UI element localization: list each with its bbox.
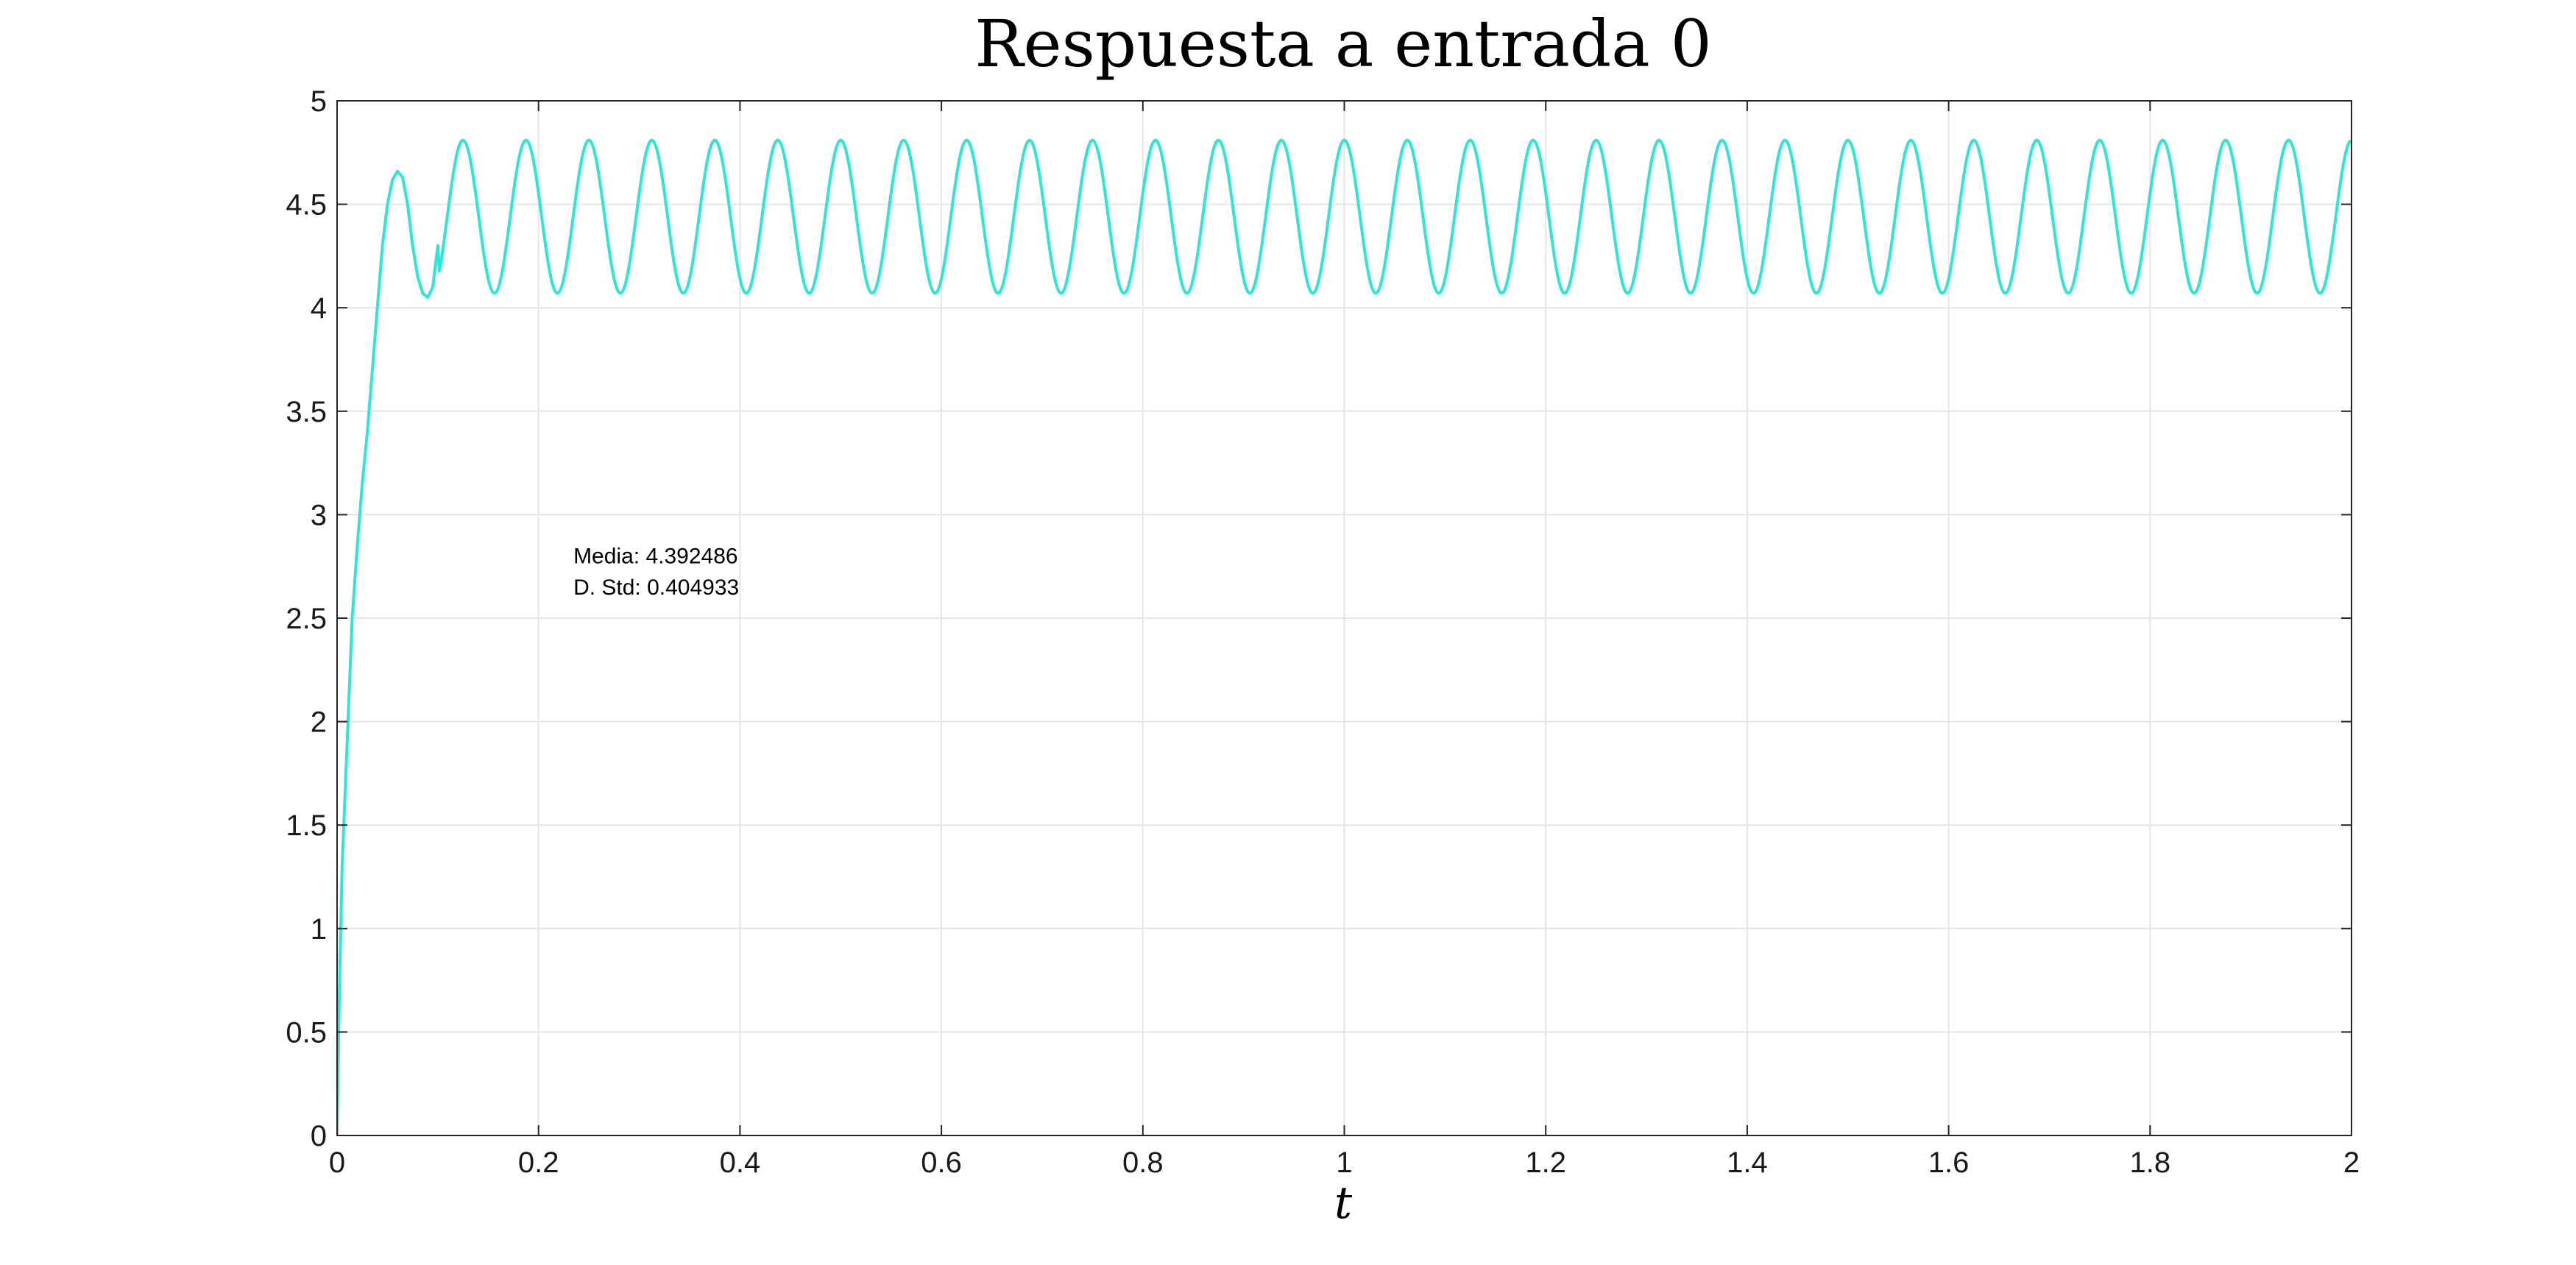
- y-tick-label: 1.5: [286, 809, 327, 842]
- x-tick-label: 0.4: [720, 1147, 761, 1179]
- y-tick-label: 1: [311, 913, 327, 946]
- y-tick-label: 2.5: [286, 603, 327, 635]
- y-tick-label: 2: [311, 706, 327, 739]
- grid: [337, 101, 2352, 1135]
- x-tick-label: 0.2: [518, 1147, 559, 1179]
- y-tick-label: 5: [311, 85, 327, 118]
- x-tick-label: 1.2: [1525, 1147, 1566, 1179]
- x-tick-label: 2: [2343, 1147, 2360, 1179]
- x-tick-label: 1.8: [2129, 1147, 2170, 1179]
- y-tick-label: 0.5: [286, 1016, 327, 1049]
- x-tick-label: 0.6: [921, 1147, 962, 1179]
- stats-annotation: Media: 4.392486: [573, 545, 738, 569]
- x-tick-label: 1.4: [1727, 1147, 1768, 1179]
- y-tick-label: 3: [311, 499, 327, 531]
- chart-title: Respuesta a entrada 0: [974, 6, 1711, 82]
- x-tick-label: 1: [1336, 1147, 1352, 1179]
- y-tick-label: 0: [311, 1120, 327, 1152]
- stats-annotation: D. Std: 0.404933: [573, 575, 739, 600]
- y-tick-label: 4.5: [286, 189, 327, 222]
- x-tick-label: 1.6: [1928, 1147, 1970, 1179]
- axes: [336, 100, 2352, 1136]
- series-layer: [337, 138, 2352, 1135]
- x-axis-label: t: [1334, 1177, 1353, 1229]
- series-line: [337, 138, 2352, 1135]
- x-tick-label: 0: [329, 1147, 345, 1179]
- annotations: Media: 4.392486 D. Std: 0.404933: [573, 545, 739, 600]
- y-tick-label: 4: [311, 292, 327, 325]
- x-tick-label: 0.8: [1122, 1147, 1164, 1179]
- tick-labels: 0 0.2 0.4 0.6 0.8 1 1.2 1.4 1.6 1.8 2 0 0.5 1 1.5 2 2.5 3…: [286, 85, 2360, 1179]
- y-tick-label: 3.5: [286, 396, 327, 428]
